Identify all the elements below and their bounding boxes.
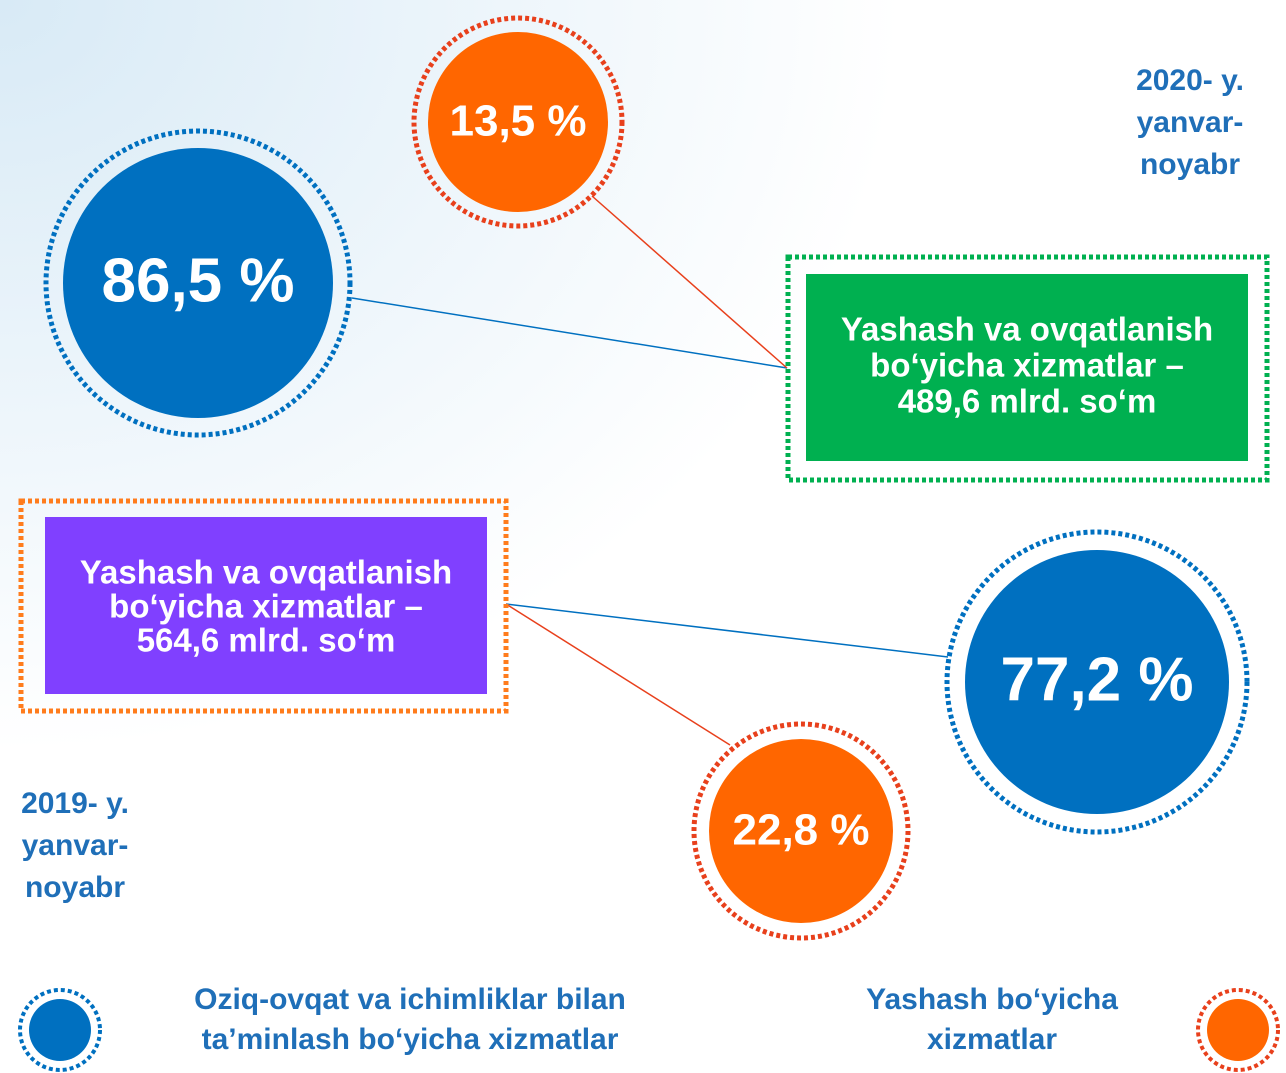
period-text: yanvar- — [1137, 106, 1244, 139]
box — [45, 517, 487, 694]
period-text: 2020- y. — [1136, 64, 1244, 97]
period-text: noyabr — [1140, 148, 1240, 181]
box-border — [18, 498, 509, 714]
circle-ring — [43, 128, 353, 438]
circle-label: 77,2 % — [1000, 645, 1193, 714]
circle — [428, 32, 608, 212]
circle — [965, 550, 1229, 814]
legend-text: ta’minlash bo‘yicha xizmatlar — [202, 1023, 619, 1056]
legend-text: Oziq-ovqat va ichimliklar bilan — [194, 983, 626, 1016]
connector — [591, 195, 788, 369]
circle-ring — [691, 721, 911, 941]
box-border — [785, 254, 1270, 483]
legend-ring — [1196, 988, 1280, 1072]
box-text: bo‘yicha xizmatlar – — [870, 347, 1184, 384]
box-text: bo‘yicha xizmatlar – — [109, 588, 423, 625]
box-text: 564,6 mlrd. so‘m — [137, 622, 396, 659]
period-text: 2019- y. — [21, 787, 129, 820]
circle-ring — [944, 529, 1250, 835]
circle — [709, 739, 893, 923]
legend-swatch — [1207, 999, 1269, 1061]
period-text: yanvar- — [22, 829, 129, 862]
legend-text: xizmatlar — [927, 1023, 1057, 1056]
box-text: 489,6 mlrd. so‘m — [898, 383, 1157, 420]
box — [806, 274, 1248, 461]
circle-label: 22,8 % — [733, 806, 870, 855]
box-text: Yashash va ovqatlanish — [841, 311, 1213, 348]
circle — [63, 148, 333, 418]
period-text: noyabr — [25, 871, 125, 904]
box-text: Yashash va ovqatlanish — [80, 554, 452, 591]
circle-label: 13,5 % — [450, 97, 587, 146]
legend-swatch — [29, 999, 91, 1061]
connector — [505, 603, 731, 746]
connector — [505, 603, 949, 658]
circle-label: 86,5 % — [101, 246, 294, 315]
legend-text: Yashash bo‘yicha — [866, 983, 1118, 1016]
circle-ring — [411, 15, 625, 229]
connector — [351, 297, 788, 369]
legend-ring — [18, 988, 102, 1072]
